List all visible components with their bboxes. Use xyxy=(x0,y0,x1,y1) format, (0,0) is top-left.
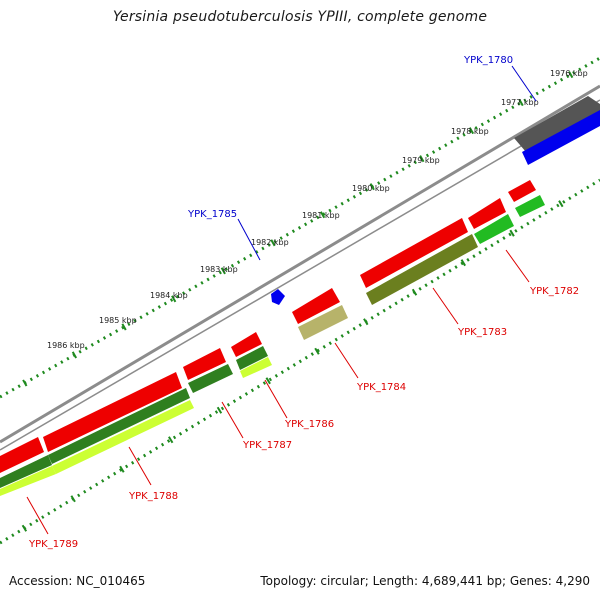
major-tick xyxy=(22,379,28,387)
feature-cluster-left xyxy=(0,332,272,496)
gene-feature-1782-gene xyxy=(515,195,545,217)
gene-feature-1788-gene xyxy=(48,388,190,464)
gene-feature-1784-cds xyxy=(292,288,340,324)
tick-label: 1982 kbp xyxy=(251,238,289,247)
tick-label: 1981 kbp xyxy=(302,211,340,220)
gene-label-1782: YPK_1782 xyxy=(529,286,579,297)
feature-cluster-right xyxy=(292,180,545,340)
tick-label: 1984 kbp xyxy=(150,291,188,300)
major-tick xyxy=(216,406,223,414)
tick-label: 1983 kbp xyxy=(200,265,238,274)
gene-label-1785: YPK_1785 xyxy=(187,209,237,220)
major-tick xyxy=(71,351,78,359)
feature-gene-track-1780 xyxy=(514,96,600,165)
gene-feature-1780-gene xyxy=(514,96,600,152)
major-tick xyxy=(509,229,515,237)
major-tick xyxy=(518,99,524,107)
gene-feature-1783-gene xyxy=(474,214,514,244)
major-tick xyxy=(460,259,466,267)
gene-feature-1786-gene xyxy=(236,346,268,370)
gene-feature-1787-cds xyxy=(183,348,226,380)
major-tick xyxy=(314,347,320,355)
tick-label: 1979 kbp xyxy=(402,156,440,165)
major-tick xyxy=(270,239,276,247)
major-tick xyxy=(411,288,418,296)
tick-label: 1977 kbp xyxy=(501,98,539,107)
major-tick xyxy=(70,495,76,503)
gene-label-1786: YPK_1786 xyxy=(284,419,334,430)
gene-feature-1785-cds xyxy=(271,289,285,305)
gene-feature-1784-gene xyxy=(298,305,348,340)
leader-line-1787 xyxy=(221,401,244,439)
gene-feature-1786-gene2 xyxy=(240,357,272,378)
gene-feature-1782-cds xyxy=(508,180,536,202)
major-tick xyxy=(21,524,28,532)
gene-label-1780: YPK_1780 xyxy=(463,55,513,66)
major-tick xyxy=(171,295,177,303)
gene-feature-1788-gene2 xyxy=(52,400,194,474)
feature-1785 xyxy=(271,289,285,305)
tick-label: 1980 kbp xyxy=(352,184,390,193)
gene-feature-1789-gene xyxy=(0,455,52,488)
major-ticks xyxy=(21,71,574,532)
gene-feature-1784-big-gene xyxy=(366,234,478,305)
leader-line-1789 xyxy=(26,496,49,535)
major-tick xyxy=(558,200,564,208)
major-tick xyxy=(369,183,375,191)
gene-feature-1788-cds xyxy=(43,372,182,452)
leader-line-1786 xyxy=(264,379,288,419)
major-tick xyxy=(121,323,127,331)
accession-text: Accession: NC_010465 xyxy=(9,574,146,588)
inner-tick-ring xyxy=(0,178,600,545)
leader-line-1784 xyxy=(334,342,359,379)
major-tick xyxy=(168,436,174,444)
gene-label-1784: YPK_1784 xyxy=(356,382,406,393)
major-tick xyxy=(468,127,475,135)
tick-label: 1986 kbp xyxy=(47,341,85,350)
gene-label-1783: YPK_1783 xyxy=(457,327,507,338)
leader-line-1788 xyxy=(128,446,152,486)
gene-feature-1789-gene2 xyxy=(0,466,56,496)
genome-summary-text: Topology: circular; Length: 4,689,441 bp… xyxy=(260,574,590,588)
gene-labels: YPK_1780 YPK_1782 YPK_1783 YPK_1784 YPK_… xyxy=(26,55,579,550)
tick-labels: 1976 kbp 1977 kbp 1978 kbp 1979 kbp 1980… xyxy=(47,69,588,350)
gene-feature-1787-gene xyxy=(188,364,233,393)
gene-feature-1784-big-cds xyxy=(360,218,468,288)
major-tick xyxy=(419,155,425,163)
gene-label-1787: YPK_1787 xyxy=(242,440,292,451)
genome-backbone xyxy=(0,84,600,451)
tick-label: 1985 kbp xyxy=(99,316,137,325)
leader-line-1782 xyxy=(505,249,530,283)
leader-line-1780 xyxy=(511,65,537,102)
gene-feature-1786-cds xyxy=(231,332,262,357)
leader-line-1785 xyxy=(237,218,261,261)
outer-tick-ring xyxy=(0,56,600,399)
gene-label-1789: YPK_1789 xyxy=(28,539,78,550)
major-tick xyxy=(119,465,125,473)
major-tick xyxy=(265,377,271,385)
tick-label: 1976 kbp xyxy=(550,69,588,78)
gene-feature-1789-cds xyxy=(0,437,44,473)
major-tick xyxy=(220,267,226,275)
tick-label: 1978 kbp xyxy=(451,127,489,136)
major-tick xyxy=(363,318,369,326)
gene-feature-1783-cds xyxy=(468,198,506,229)
gene-label-1788: YPK_1788 xyxy=(128,491,178,502)
map-title: Yersinia pseudotuberculosis YPIII, compl… xyxy=(112,9,488,25)
gene-feature-1780-cds xyxy=(522,110,600,165)
major-tick xyxy=(568,71,574,79)
major-tick xyxy=(319,211,326,219)
leader-line-1783 xyxy=(432,287,459,325)
